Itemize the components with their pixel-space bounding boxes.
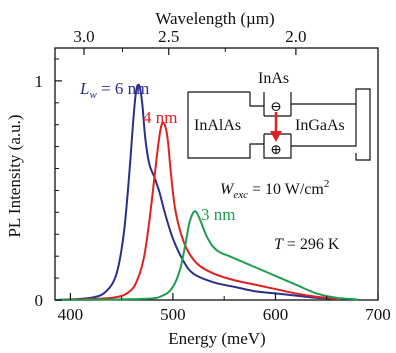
x-tick-label: 600 xyxy=(263,305,289,324)
x-tick-label: 500 xyxy=(160,305,186,324)
inset-transition-arrow xyxy=(270,112,282,142)
series-label-6nm: Lw = 6 nm xyxy=(79,79,149,101)
x-tick-label: 700 xyxy=(365,305,391,324)
y-tick-label: 0 xyxy=(35,291,44,310)
inset-arrow-head xyxy=(270,131,282,142)
top-axis-title: Wavelength (µm) xyxy=(155,9,274,28)
inset-electron-symbol: ⊖ xyxy=(270,100,282,115)
y-axis-title: PL Intensity (a.u.) xyxy=(5,114,24,237)
x-tick-label: 400 xyxy=(58,305,84,324)
series-label-4nm: 4 nm xyxy=(143,108,177,127)
series-layer xyxy=(54,83,358,301)
series-label-3nm: 3 nm xyxy=(201,205,235,224)
inset-label-inas: InAs xyxy=(258,70,289,87)
plot-border xyxy=(54,47,379,301)
temperature-annotation: T = 296 K xyxy=(274,236,340,253)
excitation-annotation: Wexc = 10 W/cm2 xyxy=(220,178,329,201)
series-line-1 xyxy=(54,121,338,301)
inset-label-ingaas: InGaAs xyxy=(295,117,345,134)
ticks-layer: 400 500 600 700 0 1 3.0 2.5 2.0 xyxy=(35,27,391,324)
top-tick-label: 3.0 xyxy=(73,27,94,46)
inset-label-inalas: InAlAs xyxy=(194,117,241,134)
inset-band-profile xyxy=(187,88,371,161)
top-tick-label: 2.0 xyxy=(285,27,306,46)
series-line-2 xyxy=(54,210,358,301)
top-tick-label: 2.5 xyxy=(158,27,179,46)
y-tick-label: 1 xyxy=(35,72,44,91)
x-axis-title: Energy (meV) xyxy=(168,329,265,348)
inset-hole-symbol: ⊕ xyxy=(270,143,282,158)
plot-frame xyxy=(54,47,379,301)
